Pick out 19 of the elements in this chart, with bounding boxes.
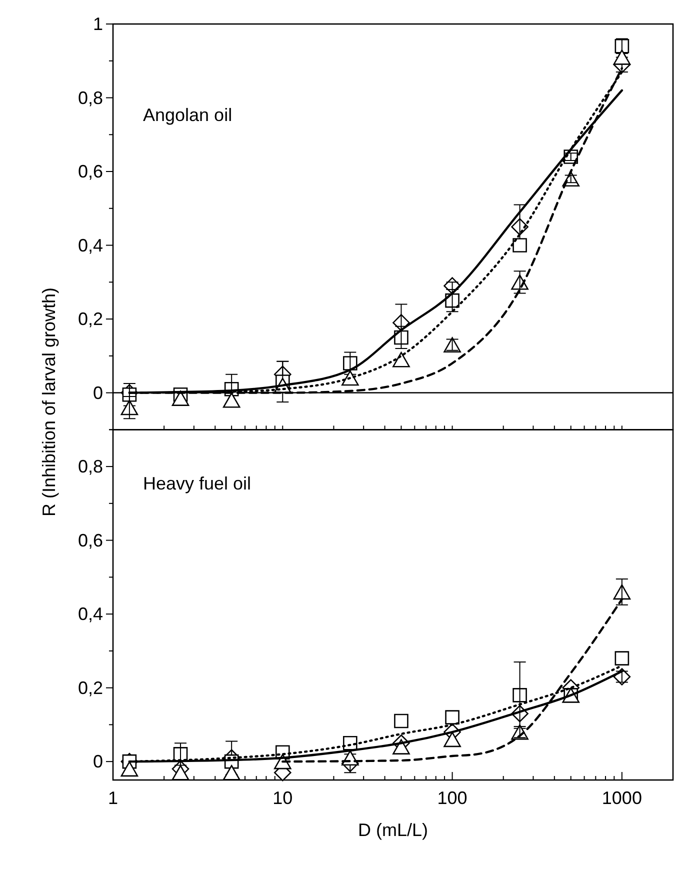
annotation: Heavy fuel oil — [143, 474, 252, 494]
y-tick-label: 0,8 — [78, 456, 103, 477]
y-tick-label: 0,6 — [78, 530, 103, 550]
y-tick-label: 0 — [92, 382, 103, 403]
y-tick-label: 0 — [92, 752, 103, 772]
y-tick-label: 0,4 — [78, 604, 103, 624]
y-tick-label: 0,2 — [78, 309, 103, 330]
y-tick-label: 0,8 — [78, 88, 103, 108]
x-tick-label: 10 — [272, 788, 293, 808]
annotation: Angolan oil — [143, 105, 232, 125]
y-tick-label: 0,6 — [78, 162, 103, 182]
y-tick-label: 0,4 — [78, 235, 103, 256]
y-axis-title: R (Inhibition of larval growth) — [39, 287, 59, 517]
y-tick-label: 1 — [92, 14, 103, 34]
x-axis-title: D (mL/L) — [358, 820, 428, 840]
x-tick-label: 1000 — [602, 788, 642, 808]
x-tick-label: 100 — [437, 788, 468, 808]
y-tick-label: 0,2 — [78, 678, 103, 698]
x-tick-label: 1 — [108, 788, 118, 808]
